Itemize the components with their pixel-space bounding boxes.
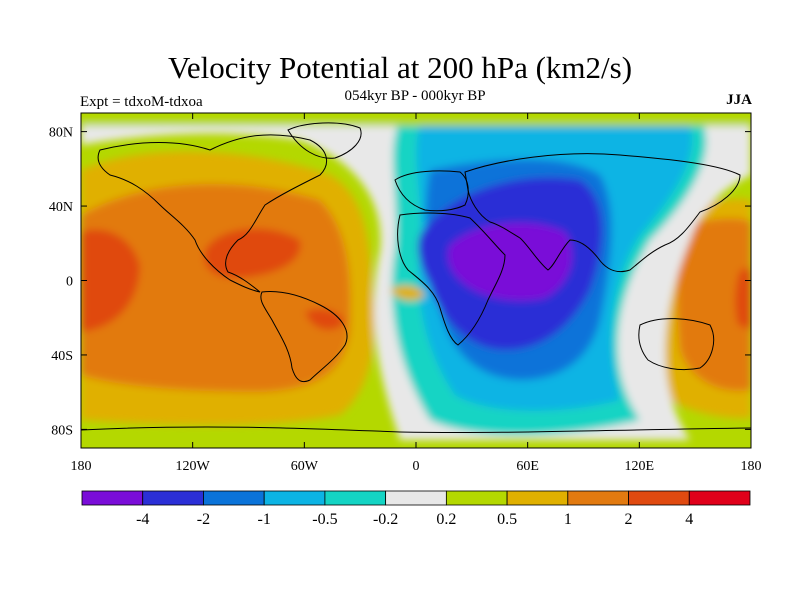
antarctica-outline — [81, 426, 751, 434]
colorbar-swatch — [263, 490, 326, 506]
lon-tick-label: 120E — [625, 459, 655, 474]
colorbar-label: -4 — [136, 511, 149, 528]
colorbar-label: 2 — [625, 511, 633, 528]
plot-subtitle: 054kyr BP - 000kyr BP — [344, 88, 486, 104]
africa-outline — [397, 212, 506, 346]
lat-tick-label: 80S — [51, 423, 73, 438]
lat-tick-label: 0 — [66, 275, 73, 290]
field-contour-arctic — [81, 113, 751, 126]
colorbar-label: -1 — [258, 511, 271, 528]
lon-tick-label: 180 — [71, 459, 92, 474]
lon-tick-label: 0 — [413, 459, 420, 474]
colorbar-swatch — [385, 490, 447, 506]
lon-tick-label: 60E — [516, 459, 539, 474]
experiment-label: Expt = tdxoM-tdxoa — [80, 94, 203, 110]
colorbar-swatch — [567, 490, 629, 506]
colorbar-swatch — [203, 490, 265, 506]
australia-outline — [638, 318, 715, 371]
field-contour-1-east — [677, 218, 751, 391]
colorbar-swatch — [445, 490, 508, 506]
lon-tick-label: 180 — [741, 459, 762, 474]
lat-tick-label: 40S — [51, 349, 73, 364]
colorbar-label: -0.2 — [373, 511, 398, 528]
colorbar-label: 0.5 — [497, 511, 517, 528]
colorbar-swatch — [81, 490, 144, 506]
lat-tick-label: 80N — [49, 126, 73, 141]
plot-title: Velocity Potential at 200 hPa (km2/s) — [167, 50, 633, 85]
colorbar-swatch — [324, 490, 387, 506]
south-america-outline — [260, 291, 348, 383]
colorbar-swatch — [142, 490, 204, 506]
europe-outline — [394, 170, 469, 212]
field-contour-2-caribbean — [204, 228, 301, 279]
asia-outline — [464, 153, 741, 273]
season-label: JJA — [726, 92, 752, 108]
greenland-outline — [287, 122, 362, 159]
colorbar-label: 4 — [685, 511, 693, 528]
contour-field — [81, 113, 751, 448]
latitude-axis: 80N 40N 0 40S 80S — [49, 126, 751, 438]
colorbar-swatch — [506, 490, 569, 506]
field-contour-2-pacific — [81, 229, 140, 332]
longitude-axis: 180 120W 60W 0 60E 120E 180 — [71, 113, 762, 474]
colorbar-label: -0.5 — [312, 511, 337, 528]
colorbar-label: 0.2 — [436, 511, 456, 528]
field-contour-2-east — [735, 268, 751, 330]
colorbar-label: 1 — [564, 511, 572, 528]
coastlines — [81, 122, 751, 434]
colorbar-swatch — [688, 490, 751, 506]
lat-tick-label: 40N — [49, 200, 73, 215]
colorbar-swatch — [628, 490, 690, 506]
field-contour--4 — [447, 222, 573, 301]
lon-tick-label: 120W — [176, 459, 211, 474]
field-contour-gulf-of-guinea — [390, 285, 425, 301]
colorbar-label: -2 — [197, 511, 210, 528]
lon-tick-label: 60W — [291, 459, 319, 474]
colorbar: -4 -2 -1 -0.5 -0.2 0.2 0.5 1 2 4 — [81, 490, 751, 528]
north-america-outline — [97, 134, 328, 293]
